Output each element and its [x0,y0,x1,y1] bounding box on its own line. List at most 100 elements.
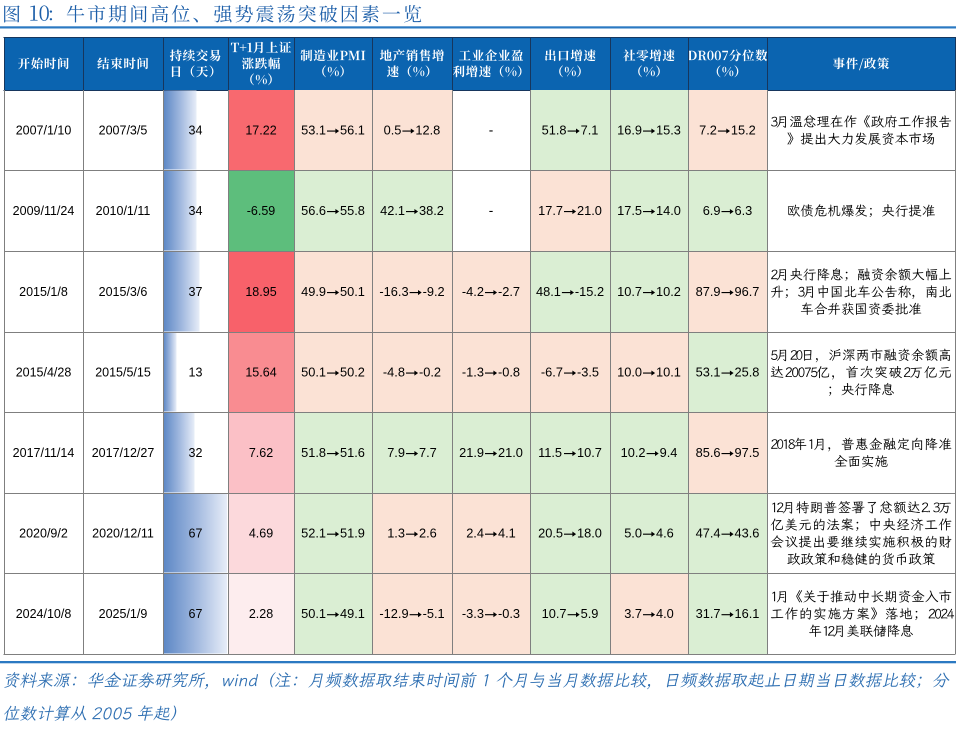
svg-text:9.4: 9.4 [660,445,678,460]
svg-text:50.1: 50.1 [301,606,326,621]
svg-text:-6.7: -6.7 [541,364,563,379]
svg-text:10.7: 10.7 [577,445,602,460]
svg-text:2.28: 2.28 [249,607,273,621]
svg-text:-4.8: -4.8 [383,364,405,379]
svg-text:21.9: 21.9 [459,445,484,460]
svg-text:10.7: 10.7 [617,284,642,299]
svg-text:2009/11/24: 2009/11/24 [13,204,75,218]
svg-text:56.6: 56.6 [301,203,326,218]
svg-text:51.9: 51.9 [340,525,365,540]
svg-text:15.3: 15.3 [656,122,681,137]
svg-text:17.5: 17.5 [617,203,642,218]
svg-text:31.7: 31.7 [696,606,721,621]
svg-text:14.0: 14.0 [656,203,681,218]
svg-text:50.2: 50.2 [340,364,365,379]
svg-text:2015/4/28: 2015/4/28 [16,365,72,379]
svg-text:12.8: 12.8 [415,122,440,137]
svg-text:5.0: 5.0 [624,525,642,540]
svg-text:25.8: 25.8 [735,364,760,379]
svg-text:4.1: 4.1 [498,525,516,540]
svg-text:2007/3/5: 2007/3/5 [99,123,148,137]
svg-text:21.0: 21.0 [577,203,602,218]
svg-text:43.6: 43.6 [735,525,760,540]
svg-text:-: - [489,122,494,137]
svg-text:2017/12/27: 2017/12/27 [92,446,155,460]
svg-text:96.7: 96.7 [735,284,760,299]
svg-text:49.9: 49.9 [301,284,326,299]
svg-text:53.1: 53.1 [696,364,721,379]
svg-text:67: 67 [189,526,203,540]
svg-text:87.9: 87.9 [696,284,721,299]
svg-text:4.6: 4.6 [656,525,674,540]
svg-text:32: 32 [189,446,203,460]
svg-text:-16.3: -16.3 [379,284,408,299]
svg-text:53.1: 53.1 [301,122,326,137]
svg-text:6.9: 6.9 [703,203,721,218]
svg-text:0.5: 0.5 [384,122,402,137]
svg-text:10.0: 10.0 [617,364,642,379]
svg-text:50.1: 50.1 [301,364,326,379]
svg-text:10.7: 10.7 [542,606,567,621]
svg-text:-0.2: -0.2 [419,364,441,379]
svg-text:50.1: 50.1 [340,284,365,299]
svg-text:2020/12/11: 2020/12/11 [92,526,154,540]
svg-text:11.5: 11.5 [538,445,562,460]
svg-text:15.64: 15.64 [245,365,276,379]
svg-text:97.5: 97.5 [735,445,760,460]
svg-text:2.6: 2.6 [419,525,437,540]
svg-text:1.3: 1.3 [387,525,405,540]
svg-text:2010/1/11: 2010/1/11 [96,204,151,218]
svg-text:18.95: 18.95 [245,285,276,299]
svg-text:15.2: 15.2 [731,122,756,137]
svg-text:3.7: 3.7 [624,606,642,621]
svg-text:13: 13 [189,365,203,379]
svg-text:7.1: 7.1 [581,122,599,137]
svg-text:67: 67 [189,607,203,621]
svg-text:18.0: 18.0 [577,525,602,540]
svg-text:7.9: 7.9 [387,445,405,460]
svg-text:21.0: 21.0 [498,445,523,460]
svg-text:5.9: 5.9 [581,606,599,621]
svg-text:-5.1: -5.1 [423,606,445,621]
svg-text:34: 34 [189,123,203,137]
svg-text:47.4: 47.4 [696,525,721,540]
svg-text:17.22: 17.22 [245,123,276,137]
svg-text:42.1: 42.1 [380,203,405,218]
svg-text:4.0: 4.0 [656,606,674,621]
svg-text:2007/1/10: 2007/1/10 [16,123,72,137]
svg-text:37: 37 [189,285,203,299]
svg-text:7.7: 7.7 [419,445,437,460]
svg-text:6.3: 6.3 [735,203,753,218]
svg-text:16.1: 16.1 [735,606,760,621]
svg-text:-9.2: -9.2 [423,284,445,299]
svg-text:2024/10/8: 2024/10/8 [16,607,72,621]
svg-text:34: 34 [189,204,203,218]
svg-text:2015/3/6: 2015/3/6 [99,285,148,299]
svg-text:16.9: 16.9 [617,122,642,137]
svg-text:55.8: 55.8 [340,203,365,218]
svg-text:7.62: 7.62 [249,446,273,460]
svg-text:-15.2: -15.2 [575,284,604,299]
svg-text:17.7: 17.7 [538,203,563,218]
svg-text:10.2: 10.2 [621,445,646,460]
svg-text:2015/5/15: 2015/5/15 [95,365,151,379]
svg-text:2015/1/8: 2015/1/8 [19,285,68,299]
svg-text:-2.7: -2.7 [498,284,520,299]
svg-text:7.2: 7.2 [699,122,717,137]
svg-text:51.6: 51.6 [340,445,365,460]
svg-text:-6.59: -6.59 [247,204,276,218]
svg-text:2020/9/2: 2020/9/2 [19,526,68,540]
svg-text:20.5: 20.5 [538,525,563,540]
svg-text:48.1: 48.1 [536,284,561,299]
svg-text:-: - [489,203,494,218]
svg-text:2.4: 2.4 [466,525,484,540]
svg-text:2025/1/9: 2025/1/9 [99,607,148,621]
svg-text:51.8: 51.8 [542,122,567,137]
svg-text:4.69: 4.69 [249,526,273,540]
svg-text:10.1: 10.1 [656,364,681,379]
svg-text:-0.8: -0.8 [498,364,520,379]
svg-text:-1.3: -1.3 [462,364,484,379]
svg-text:-12.9: -12.9 [379,606,408,621]
svg-text:38.2: 38.2 [419,203,444,218]
svg-text:-4.2: -4.2 [462,284,484,299]
